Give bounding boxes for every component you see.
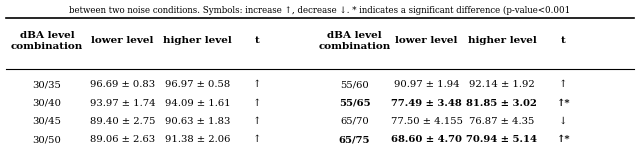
Text: 30/40: 30/40 [33,98,61,108]
Text: 90.63 ± 1.83: 90.63 ± 1.83 [165,117,230,126]
Text: 81.85 ± 3.02: 81.85 ± 3.02 [467,98,538,108]
Text: ↑: ↑ [253,117,262,126]
Text: 65/70: 65/70 [340,117,369,126]
Text: lower level: lower level [396,36,458,46]
Text: between two noise conditions. Symbols: increase ↑, decrease ↓. * indicates a sig: between two noise conditions. Symbols: i… [69,6,571,15]
Text: 92.14 ± 1.92: 92.14 ± 1.92 [469,80,535,89]
Text: 90.97 ± 1.94: 90.97 ± 1.94 [394,80,460,89]
Text: dBA level
combination: dBA level combination [11,31,83,51]
Text: ↑: ↑ [559,80,568,89]
Text: 55/60: 55/60 [340,80,369,89]
Text: 93.97 ± 1.74: 93.97 ± 1.74 [90,98,156,108]
Text: ↑: ↑ [253,80,262,89]
Text: 89.40 ± 2.75: 89.40 ± 2.75 [90,117,155,126]
Text: higher level: higher level [467,36,536,46]
Text: ↑*: ↑* [557,135,570,144]
Text: 30/35: 30/35 [33,80,61,89]
Text: dBA level
combination: dBA level combination [318,31,390,51]
Text: 89.06 ± 2.63: 89.06 ± 2.63 [90,135,155,144]
Text: 96.69 ± 0.83: 96.69 ± 0.83 [90,80,155,89]
Text: ↑*: ↑* [557,98,570,108]
Text: higher level: higher level [163,36,232,46]
Text: 76.87 ± 4.35: 76.87 ± 4.35 [469,117,534,126]
Text: t: t [561,36,566,46]
Text: 94.09 ± 1.61: 94.09 ± 1.61 [165,98,230,108]
Text: 30/45: 30/45 [33,117,61,126]
Text: ↓: ↓ [559,117,568,126]
Text: 68.60 ± 4.70: 68.60 ± 4.70 [391,135,462,144]
Text: 91.38 ± 2.06: 91.38 ± 2.06 [165,135,230,144]
Text: lower level: lower level [92,36,154,46]
Text: ↑: ↑ [253,98,262,108]
Text: 77.49 ± 3.48: 77.49 ± 3.48 [391,98,462,108]
Text: 77.50 ± 4.155: 77.50 ± 4.155 [390,117,463,126]
Text: 30/50: 30/50 [33,135,61,144]
Text: 65/75: 65/75 [339,135,371,144]
Text: t: t [255,36,260,46]
Text: ↑: ↑ [253,135,262,144]
Text: 70.94 ± 5.14: 70.94 ± 5.14 [467,135,538,144]
Text: 96.97 ± 0.58: 96.97 ± 0.58 [165,80,230,89]
Text: 55/65: 55/65 [339,98,371,108]
